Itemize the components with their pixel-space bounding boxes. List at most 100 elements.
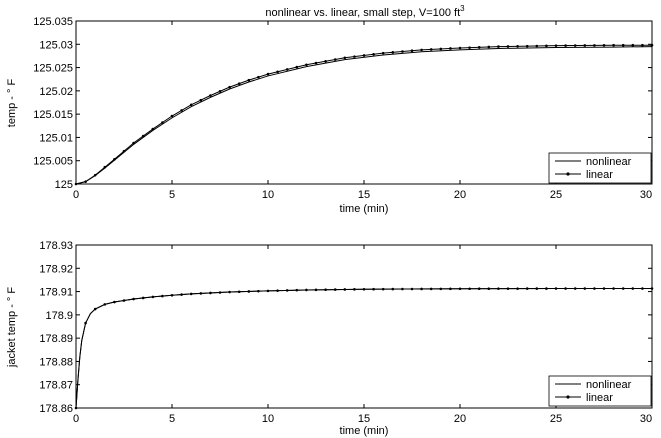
- bottom-y-tick-label: 178.87: [39, 380, 73, 392]
- bottom-series-point-linear: [93, 307, 97, 311]
- top-series-point-linear: [516, 45, 519, 48]
- top-series-point-linear: [362, 54, 366, 57]
- bottom-series-point-linear: [266, 289, 270, 293]
- bottom-series-point-linear: [257, 289, 260, 293]
- bottom-x-tick-label: 0: [73, 413, 79, 425]
- bottom-series-point-linear: [458, 287, 462, 291]
- top-x-tick-label: 30: [640, 189, 652, 201]
- bottom-series-point-linear: [237, 290, 241, 294]
- top-series-point-linear: [391, 51, 395, 54]
- bottom-series-point-linear: [506, 287, 510, 290]
- bottom-series-point-linear: [353, 288, 356, 291]
- top-x-tick-label: 0: [73, 189, 79, 201]
- top-series-point-linear: [170, 114, 174, 118]
- top-y-tick-label: 125: [55, 179, 73, 191]
- top-series-point-linear: [381, 51, 385, 55]
- bottom-series-point-linear: [362, 287, 366, 291]
- top-series-point-linear: [295, 65, 299, 69]
- top-chart: nonlinear vs. linear, small step, V=100 …: [6, 4, 654, 215]
- bottom-y-tick-label: 178.9: [45, 310, 73, 322]
- bottom-chart-y-ticks: 178.86 178.87 178.88 178.89 178.9 178.91 178.9…: [39, 240, 652, 415]
- top-x-tick-label: 10: [262, 189, 274, 201]
- bottom-series-point-linear: [305, 288, 308, 292]
- top-series-point-linear: [621, 43, 625, 47]
- bottom-series-point-linear: [372, 287, 375, 291]
- bottom-series-point-linear: [420, 287, 423, 291]
- bottom-series-point-linear: [209, 291, 212, 295]
- top-series-point-linear: [468, 46, 471, 49]
- bottom-y-tick-label: 178.91: [39, 287, 73, 299]
- top-series-point-linear: [218, 90, 222, 93]
- top-legend-marker-linear: [566, 172, 570, 176]
- top-series-point-linear: [458, 46, 462, 50]
- bottom-x-tick-label: 20: [454, 413, 466, 425]
- top-series-point-linear: [612, 43, 615, 47]
- bottom-x-tick-label: 30: [640, 413, 652, 425]
- bottom-series-point-linear: [218, 291, 222, 294]
- bottom-y-tick-label: 178.86: [39, 403, 73, 415]
- top-series-point-linear: [247, 78, 251, 82]
- top-x-tick-label: 15: [358, 189, 370, 201]
- top-series-point-linear: [602, 43, 606, 47]
- bottom-series-point-linear: [74, 406, 78, 410]
- bottom-series-point-linear: [621, 287, 625, 290]
- top-y-tick-label: 125.02: [39, 86, 73, 98]
- bottom-series-point-linear: [285, 289, 289, 292]
- bottom-chart-y-label: jacket temp - ° F: [6, 287, 18, 368]
- top-series-point-linear: [343, 56, 347, 60]
- bottom-series-point-linear: [151, 295, 155, 299]
- top-series-point-linear: [305, 63, 308, 67]
- top-series-point-linear: [554, 44, 558, 47]
- top-series-point-linear: [228, 85, 231, 89]
- top-x-tick-label: 25: [550, 189, 562, 201]
- bottom-series-point-linear: [602, 287, 606, 290]
- bottom-y-tick-label: 178.92: [39, 263, 73, 275]
- top-series-line-nonlinear: [75, 46, 653, 185]
- bottom-series-point-linear: [468, 287, 471, 291]
- top-legend-label-nonlinear: nonlinear: [586, 156, 632, 168]
- top-series-point-linear: [141, 134, 145, 138]
- bottom-legend-label-nonlinear: nonlinear: [586, 379, 632, 391]
- bottom-series-point-linear: [343, 288, 347, 291]
- bottom-series-point-linear: [84, 321, 87, 325]
- bottom-series-point-linear: [276, 289, 279, 292]
- top-series-point-linear: [237, 82, 241, 85]
- bottom-series-point-linear: [429, 287, 433, 291]
- bottom-series-point-linear: [391, 287, 395, 291]
- bottom-legend-marker-linear: [566, 395, 570, 399]
- top-series-point-linear: [113, 158, 116, 161]
- top-series-point-linear: [410, 49, 414, 52]
- bottom-series-point-linear: [564, 287, 567, 290]
- bottom-series-point-linear: [170, 294, 174, 297]
- top-series-point-linear: [276, 70, 279, 74]
- bottom-x-tick-label: 15: [358, 413, 370, 425]
- top-series-point-linear: [180, 109, 183, 112]
- bottom-series-point-linear: [516, 287, 519, 290]
- bottom-series-point-linear: [180, 293, 183, 296]
- bottom-series-point-linear: [410, 287, 414, 291]
- bottom-series-point-linear: [122, 299, 126, 302]
- bottom-series-point-linear: [545, 287, 548, 290]
- top-chart-x-ticks: 0 5 10 15 20 25 30: [73, 21, 653, 201]
- bottom-series-point-linear: [228, 290, 231, 294]
- top-chart-legend: nonlinear linear: [548, 152, 652, 184]
- top-series-point-linear: [324, 59, 327, 63]
- bottom-series-point-linear: [189, 292, 193, 296]
- top-series-point-linear: [372, 53, 375, 56]
- bottom-series-point-linear: [573, 287, 577, 290]
- bottom-series-point-linear: [333, 288, 337, 291]
- bottom-y-tick-label: 178.93: [39, 240, 73, 252]
- bottom-series-point-linear: [631, 287, 635, 290]
- top-series-point-linear: [631, 43, 635, 47]
- top-y-tick-label: 125.005: [33, 156, 73, 168]
- top-series-point-linear: [209, 94, 212, 97]
- top-series-point-linear: [151, 127, 155, 131]
- top-series-point-linear: [506, 45, 510, 48]
- bottom-series-point-linear: [401, 287, 404, 291]
- top-legend-box: [548, 152, 652, 184]
- top-series-point-linear: [74, 182, 78, 186]
- top-y-tick-label: 125.025: [33, 63, 73, 75]
- bottom-chart-series: [74, 287, 654, 410]
- top-series-point-linear: [573, 44, 577, 47]
